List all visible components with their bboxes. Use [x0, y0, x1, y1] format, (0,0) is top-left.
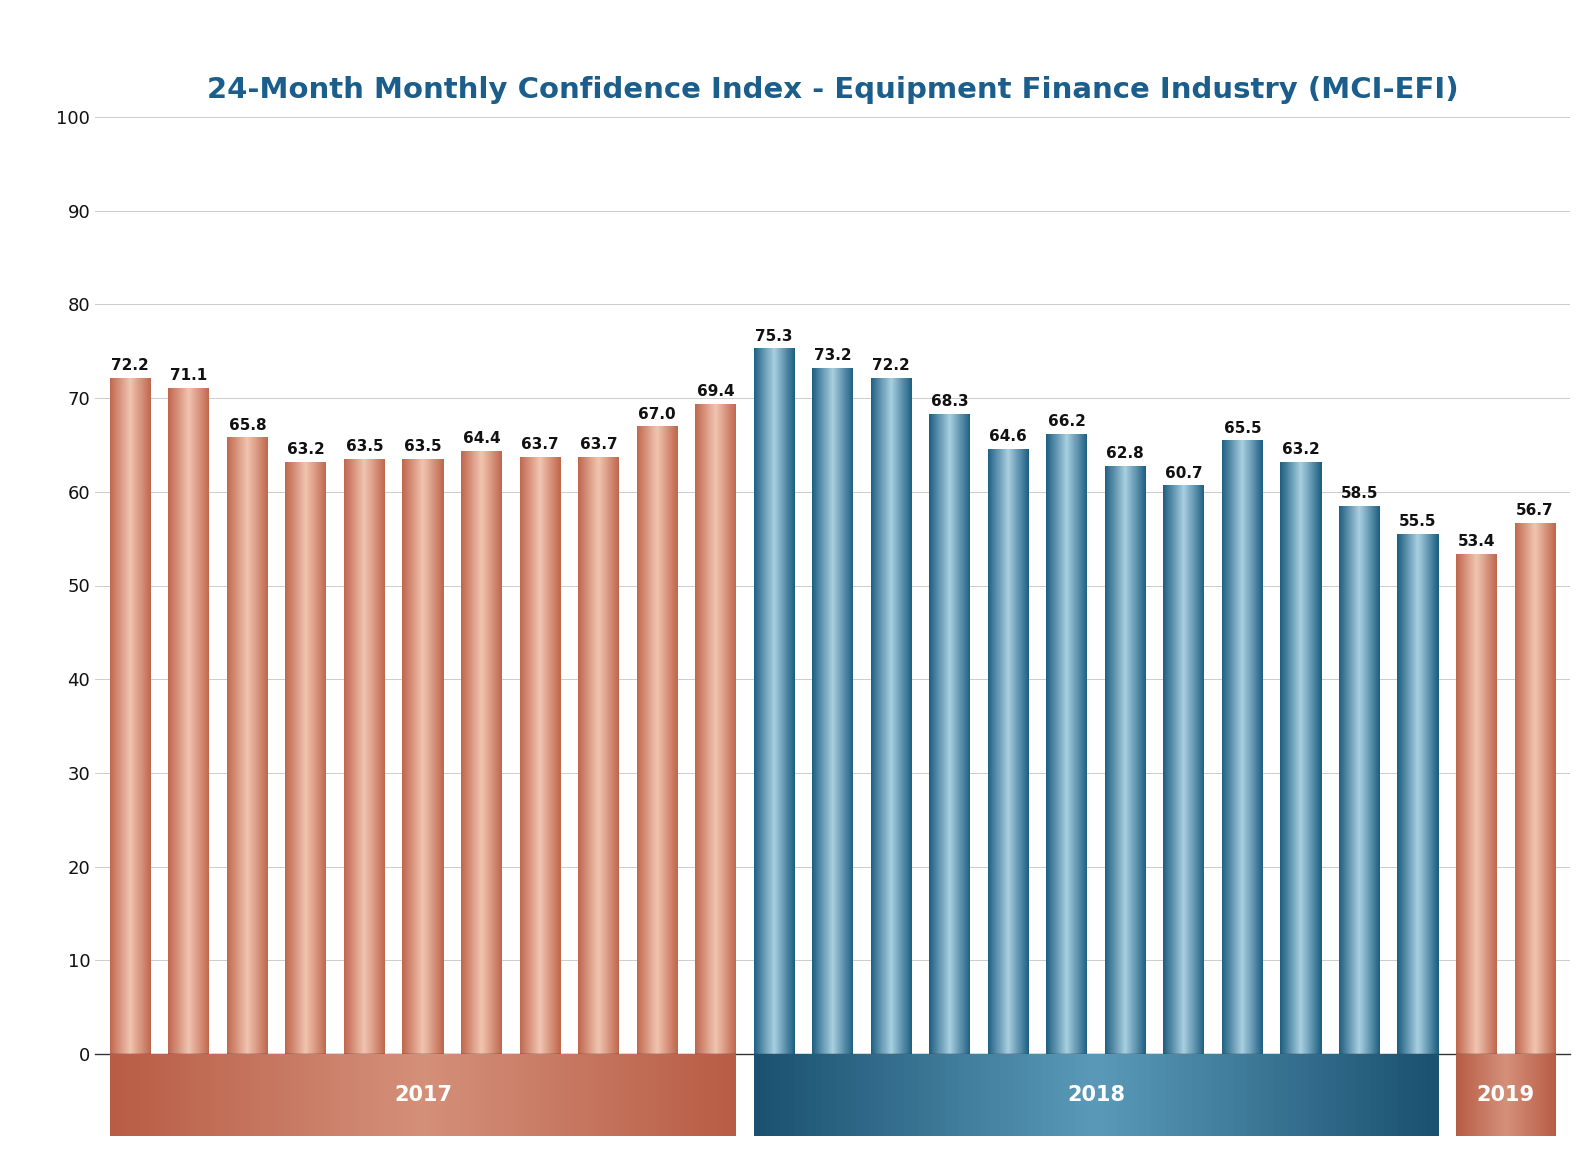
Text: 64.6: 64.6: [990, 429, 1028, 444]
Text: 63.7: 63.7: [580, 438, 617, 452]
Text: 66.2: 66.2: [1048, 415, 1086, 429]
Text: 65.5: 65.5: [1223, 420, 1261, 436]
Text: 64.4: 64.4: [463, 431, 500, 446]
Title: 24-Month Monthly Confidence Index - Equipment Finance Industry (MCI-EFI): 24-Month Monthly Confidence Index - Equi…: [206, 76, 1459, 104]
Text: 63.5: 63.5: [404, 439, 442, 454]
Text: 2019: 2019: [1477, 1084, 1535, 1105]
Text: 63.7: 63.7: [522, 438, 558, 452]
Text: 2017: 2017: [393, 1084, 452, 1105]
Text: 68.3: 68.3: [931, 395, 969, 410]
Text: 65.8: 65.8: [228, 418, 266, 433]
Text: 60.7: 60.7: [1166, 466, 1202, 480]
Text: 73.2: 73.2: [814, 349, 852, 363]
Text: 69.4: 69.4: [696, 384, 734, 399]
Text: 63.5: 63.5: [346, 439, 384, 454]
Text: 72.2: 72.2: [872, 358, 910, 372]
Text: 63.2: 63.2: [1281, 443, 1320, 457]
Text: 62.8: 62.8: [1107, 446, 1144, 461]
Text: 53.4: 53.4: [1458, 534, 1496, 549]
Text: 75.3: 75.3: [755, 329, 793, 344]
Text: 72.2: 72.2: [111, 358, 149, 372]
Text: 58.5: 58.5: [1340, 486, 1378, 501]
Text: 71.1: 71.1: [170, 368, 208, 383]
Text: 67.0: 67.0: [638, 406, 676, 422]
Text: 56.7: 56.7: [1516, 504, 1554, 518]
Text: 2018: 2018: [1067, 1084, 1124, 1105]
Text: 55.5: 55.5: [1399, 514, 1437, 529]
Text: 63.2: 63.2: [287, 443, 325, 457]
